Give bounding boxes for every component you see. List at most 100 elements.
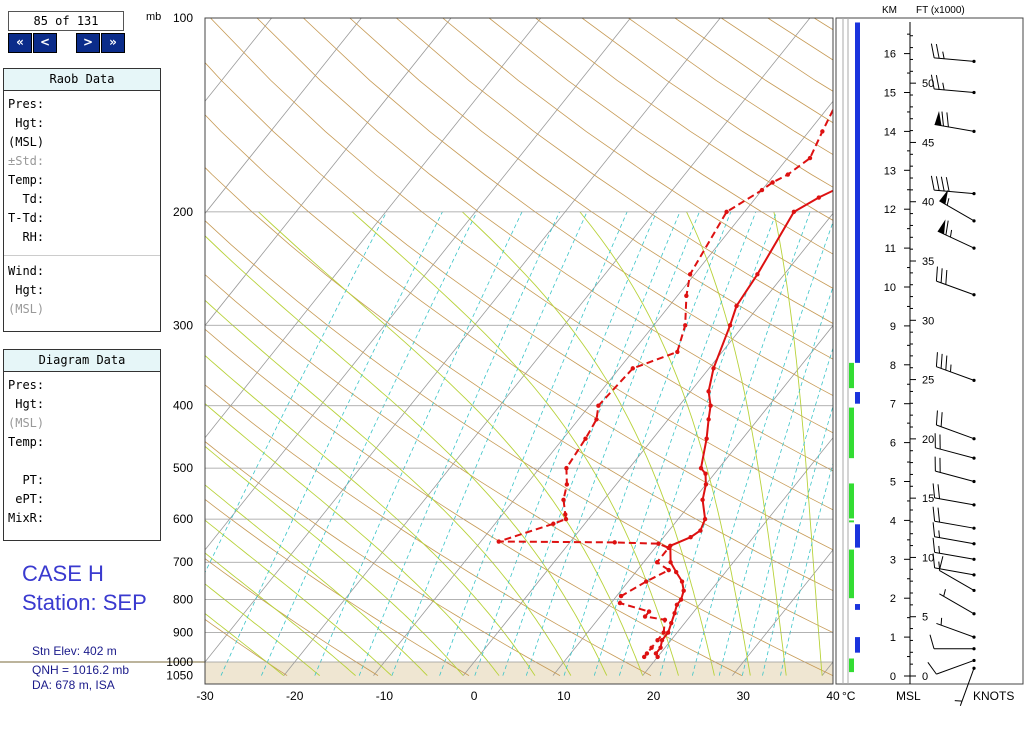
mixing-ratio-line — [619, 211, 777, 676]
mixing-ratio-line — [474, 211, 657, 676]
dewpoint-point — [496, 539, 501, 544]
ft-tick-label: 10 — [922, 552, 934, 564]
wind-barb — [932, 522, 976, 546]
moist-adiabat-line — [205, 519, 392, 676]
last-record-button[interactable]: » — [101, 33, 125, 53]
km-tick-label: 7 — [890, 399, 896, 411]
pressure-tick-label: 800 — [173, 593, 193, 607]
mixing-ratio-line — [741, 346, 833, 676]
temperature-point — [672, 611, 677, 616]
km-tick-label: 12 — [884, 204, 896, 216]
ft-tick-label: 45 — [922, 137, 934, 149]
ft-tick-label: 0 — [922, 671, 928, 683]
raob-panel-row-label: ±Std: — [8, 154, 45, 168]
plot-background — [205, 662, 833, 684]
km-tick-label: 5 — [890, 477, 896, 489]
dewpoint-point — [724, 209, 729, 215]
dry-adiabat-line — [205, 274, 833, 676]
moist-adiabat-line — [686, 211, 787, 676]
dewpoint-point — [666, 545, 671, 551]
station-label: Station: SEP — [22, 590, 147, 615]
next-record-button[interactable]: > — [76, 33, 100, 53]
moist-adiabat-line — [205, 403, 500, 676]
temperature-tick-label: 0 — [471, 689, 478, 703]
wind-barb — [954, 666, 976, 706]
wind-barb — [934, 456, 976, 484]
diagram-panel-row-label: Hgt: — [8, 397, 45, 411]
dewpoint-point — [820, 129, 825, 134]
first-record-button[interactable]: « — [8, 33, 32, 53]
diagram-panel-row-label: PT: — [8, 473, 45, 487]
mixing-ratio-line — [358, 211, 560, 676]
wind-barb — [939, 189, 976, 223]
dry-adiabat-line — [205, 441, 561, 676]
qnh-value: QNH = 1016.2 mb — [32, 663, 130, 677]
mixing-ratio-line — [314, 211, 523, 676]
isotherm-line — [373, 100, 833, 676]
diagram-panel-row-label: (MSL) — [8, 416, 45, 430]
temperature-tick-label: 20 — [647, 689, 661, 703]
km-tick-label: 0 — [890, 671, 896, 683]
temp-unit-label: °C — [842, 689, 856, 703]
altitude-wind-panel: 0123456789101112131415160510152025303540… — [842, 18, 976, 706]
pressure-tick-label: 300 — [173, 318, 193, 332]
ft-tick-label: 35 — [922, 256, 934, 268]
moist-adiabat-line — [205, 552, 356, 676]
km-tick-label: 9 — [890, 321, 896, 333]
raob-panel-row-label: Td: — [8, 192, 45, 206]
mixing-ratio-line — [205, 211, 387, 574]
status-bar-segment — [855, 604, 860, 610]
isotherm-line — [205, 18, 272, 102]
ft-tick-label: 40 — [922, 197, 934, 209]
msl-label: MSL — [896, 689, 921, 703]
dry-adiabat-line — [205, 220, 833, 634]
temperature-point — [816, 195, 822, 200]
dewpoint-point — [646, 609, 652, 614]
temperature-tick-label: 30 — [737, 689, 751, 703]
wind-barb — [937, 219, 976, 250]
previous-record-button[interactable]: < — [33, 33, 57, 53]
mixing-ratio-line — [439, 211, 628, 676]
diagram-data-title: Diagram Data — [4, 350, 160, 372]
temperature-point — [673, 569, 679, 575]
dewpoint-point — [683, 323, 688, 328]
ground-area — [205, 662, 833, 684]
mixing-ratio-line — [525, 211, 700, 676]
raob-panel-row-label: RH: — [8, 230, 45, 244]
moist-adiabat-line — [773, 211, 823, 676]
wind-panel-frame — [835, 17, 1024, 685]
dewpoint-point — [684, 293, 689, 298]
mixing-ratio-line — [563, 211, 732, 676]
temperature-tick-label: -10 — [376, 689, 394, 703]
status-bar-segment — [849, 483, 854, 519]
wind-barb — [936, 617, 976, 639]
wind-barb — [935, 352, 976, 382]
ft-label: FT (x1000) — [916, 5, 965, 16]
dewpoint-point — [770, 180, 775, 185]
ft-tick-label: 5 — [922, 612, 928, 624]
dry-adiabat-line — [256, 18, 833, 434]
dewpoint-point — [675, 349, 680, 355]
isotherm-line — [732, 549, 833, 676]
moist-adiabat-line — [205, 445, 464, 676]
temperature-point — [679, 579, 685, 584]
dewpoint-point — [564, 482, 570, 487]
km-tick-label: 13 — [884, 165, 896, 177]
km-tick-label: 1 — [890, 632, 896, 644]
temperature-point — [681, 588, 686, 593]
dewpoint-point — [551, 521, 556, 526]
pressure-tick-label: 600 — [173, 512, 193, 526]
temperature-point — [665, 630, 671, 635]
isotherm-line — [0, 18, 92, 676]
knots-label: KNOTS — [973, 689, 1014, 703]
diagram-panel-row-label: ePT: — [8, 492, 45, 506]
mixing-ratio-line — [659, 211, 811, 676]
dewpoint-point — [641, 654, 647, 660]
status-bar-segment — [849, 362, 854, 389]
dry-adiabat-line — [210, 18, 833, 472]
ft-tick-label: 20 — [922, 434, 934, 446]
dewpoint-point — [561, 497, 566, 503]
dewpoint-point — [563, 512, 568, 517]
temperature-point — [655, 654, 660, 660]
